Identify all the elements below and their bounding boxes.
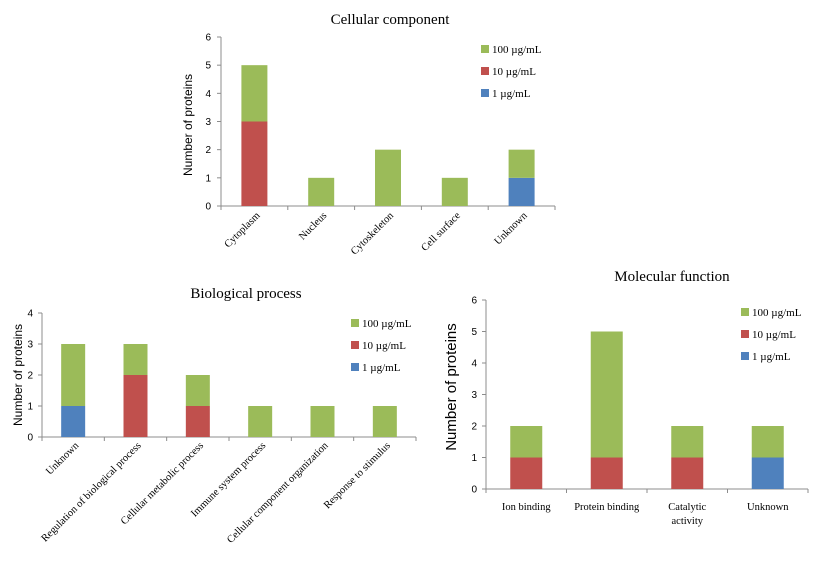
molecular-function-bar-segment [590,457,623,489]
biological-process-bar-segment [185,375,210,406]
biological-process-bar-segment [61,406,86,437]
biological-process-bar-segment [185,406,210,437]
biological-process-y-tick-label: 1 [27,402,33,413]
biological-process-bar-segment [123,344,148,375]
cellular-component-chart: Cellular component Number of proteins 0 1 2 3… [181,12,556,257]
biological-process-category-label: Regulation of biological process [40,440,144,544]
cellular-component-category-label: Unknown [493,210,531,248]
biological-process-legend-swatch [351,363,359,371]
cellular-component-title: Cellular component [331,12,451,28]
cellular-component-bar-segment [308,177,335,206]
molecular-function-bar-segment [751,426,784,458]
molecular-function-legend-swatch [741,308,749,316]
cellular-component-y-tick-label: 6 [205,33,211,44]
biological-process-legend: 100 µg/mL 10 µg/mL 1 µg/mL [351,318,412,374]
biological-process-bar-segment [310,406,335,437]
molecular-function-y-tick-label: 5 [471,327,477,338]
biological-process-legend-label: 1 µg/mL [362,362,401,374]
cellular-component-legend-swatch [481,89,489,97]
cellular-component-y-tick-label: 5 [205,61,211,72]
molecular-function-bar-segment [510,457,543,489]
biological-process-legend-swatch [351,319,359,327]
cellular-component-legend-label: 100 µg/mL [492,44,542,56]
biological-process-bar-segment [372,406,397,437]
molecular-function-y-tick-label: 3 [471,390,477,401]
molecular-function-bar-segment [510,426,543,458]
molecular-function-legend: 100 µg/mL 10 µg/mL 1 µg/mL [741,307,802,363]
biological-process-y-axis-label: Number of proteins [11,324,25,426]
cellular-component-bar-segment [241,65,268,122]
cellular-component-y-tick-label: 2 [205,145,211,156]
biological-process-legend-swatch [351,341,359,349]
cellular-component-y-tick-label: 4 [205,89,211,100]
cellular-component-category-label: Cytoplasm [223,210,263,250]
cellular-component-category-label: Nucleus [297,210,329,242]
molecular-function-y-tick-label: 6 [471,296,477,307]
cellular-component-bar-segment [508,177,535,206]
cellular-component-y-tick-label: 1 [205,173,211,184]
biological-process-legend-label: 100 µg/mL [362,318,412,330]
molecular-function-bar-segment [671,457,704,489]
molecular-function-bar-segment [751,457,784,489]
molecular-function-y-tick-label: 1 [471,453,477,464]
molecular-function-category-label: Catalytic activity [668,502,706,527]
biological-process-y-tick-label: 4 [27,309,33,320]
molecular-function-chart: Molecular function Number of proteins 0 1 2 3… [443,269,809,527]
biological-process-category-label: Unknown [44,440,82,478]
biological-process-category-label: Cellular component organization [225,440,331,546]
molecular-function-legend-label: 1 µg/mL [752,351,791,363]
cellular-component-legend-swatch [481,67,489,75]
cellular-component-category-label: Cell surface [419,210,463,254]
biological-process-y-tick-label: 3 [27,340,33,351]
molecular-function-y-tick-label: 4 [471,359,477,370]
biological-process-y-tick-label: 2 [27,371,33,382]
cellular-component-y-tick-label: 3 [205,117,211,128]
biological-process-category-label: Response to stimulus [322,440,393,511]
biological-process-legend-label: 10 µg/mL [362,340,406,352]
molecular-function-category-label: Ion binding [502,502,551,513]
cellular-component-bar-segment [375,149,401,206]
molecular-function-y-tick-label: 0 [471,485,477,496]
cellular-component-bar-segment [441,177,468,206]
molecular-function-bar-segment [671,426,704,458]
cellular-component-category-label: Cytoskeleton [349,210,396,257]
cellular-component-legend-swatch [481,45,489,53]
cellular-component-legend: 100 µg/mL 10 µg/mL 1 µg/mL [481,44,542,100]
cellular-component-bar-segment [508,149,535,178]
cellular-component-y-axis-label: Number of proteins [181,74,195,176]
biological-process-bar-segment [123,375,148,437]
molecular-function-y-tick-label: 2 [471,422,477,433]
molecular-function-category-label: Unknown [747,502,789,513]
biological-process-bar-segment [248,406,273,437]
cellular-component-legend-label: 10 µg/mL [492,66,536,78]
cellular-component-bar-segment [241,121,268,206]
molecular-function-legend-label: 10 µg/mL [752,329,796,341]
biological-process-y-tick-label: 0 [27,433,33,444]
molecular-function-legend-swatch [741,352,749,360]
molecular-function-legend-label: 100 µg/mL [752,307,802,319]
molecular-function-bar-segment [590,331,623,458]
cellular-component-legend-label: 1 µg/mL [492,88,531,100]
molecular-function-legend-swatch [741,330,749,338]
molecular-function-title: Molecular function [614,269,730,285]
biological-process-title: Biological process [190,286,301,302]
biological-process-bar-segment [61,344,86,406]
molecular-function-y-axis-label: Number of proteins [443,323,460,451]
cellular-component-y-tick-label: 0 [205,202,211,213]
molecular-function-category-label: Protein binding [574,502,640,513]
